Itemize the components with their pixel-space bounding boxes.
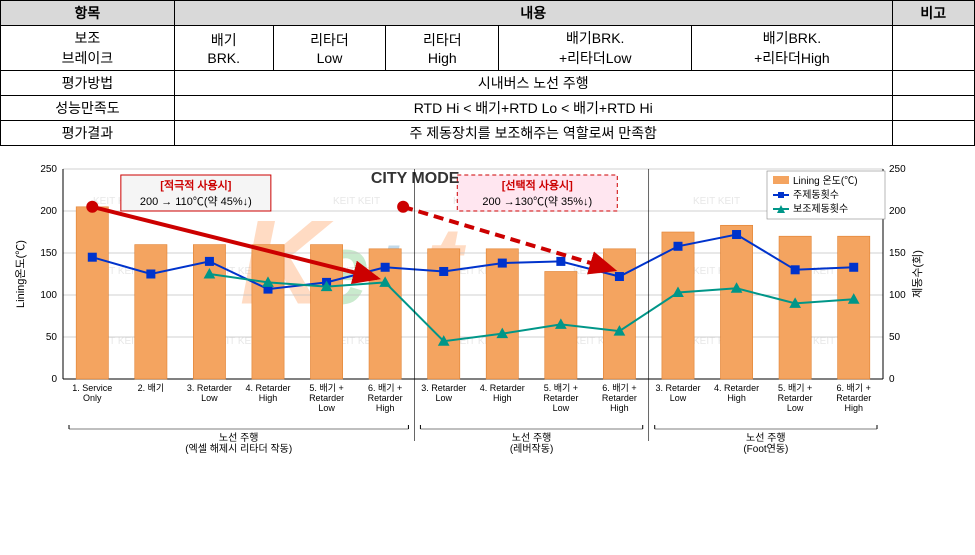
svg-text:6. 배기 +: 6. 배기 + [602, 383, 636, 393]
svg-text:0: 0 [51, 374, 57, 385]
svg-text:Lining온도(℃): Lining온도(℃) [14, 240, 27, 308]
svg-text:Low: Low [552, 403, 569, 413]
svg-text:High: High [844, 403, 863, 413]
svg-text:200 →130℃(약 35%↓): 200 →130℃(약 35%↓) [482, 194, 592, 208]
svg-text:100: 100 [889, 290, 906, 301]
svg-text:5. 배기 +: 5. 배기 + [777, 383, 811, 393]
svg-text:Retarder: Retarder [601, 393, 636, 403]
th-note: 비고 [892, 1, 974, 26]
svg-text:Retarder: Retarder [836, 393, 871, 403]
row-result-val: 주 제동장치를 보조해주는 역할로써 만족함 [174, 121, 892, 146]
svg-text:4. Retarder: 4. Retarder [714, 383, 759, 393]
svg-text:Retarder: Retarder [543, 393, 578, 403]
svg-text:0: 0 [889, 374, 895, 385]
svg-text:150: 150 [40, 248, 57, 259]
row-aux-c1: 배기 BRK. [174, 26, 273, 71]
svg-text:(Foot연동): (Foot연동) [743, 443, 788, 455]
svg-text:제동수(회): 제동수(회) [911, 250, 924, 298]
svg-text:[적극적 사용시]: [적극적 사용시] [160, 178, 231, 192]
svg-text:High: High [493, 393, 512, 403]
row-aux-label: 보조 브레이크 [1, 26, 175, 71]
row-aux-c3: 리타더 High [386, 26, 499, 71]
svg-text:Low: Low [786, 403, 803, 413]
row-result-label: 평가결과 [1, 121, 175, 146]
th-item: 항목 [1, 1, 175, 26]
row-satis-val: RTD Hi < 배기+RTD Lo < 배기+RTD Hi [174, 96, 892, 121]
svg-text:3. Retarder: 3. Retarder [186, 383, 231, 393]
svg-text:보조제동횟수: 보조제동횟수 [793, 203, 848, 215]
svg-text:(레버작동): (레버작동) [509, 443, 552, 455]
svg-text:Retarder: Retarder [309, 393, 344, 403]
spec-table: 항목 내용 비고 보조 브레이크 배기 BRK. 리타더 Low 리타더 Hig… [0, 0, 975, 146]
row-method-note [892, 71, 974, 96]
chart-svg: KeitKEIT KEITKEIT KEITKEIT KEITKEIT KEIT… [8, 154, 968, 484]
svg-text:200 → 110℃(약 45%↓): 200 → 110℃(약 45%↓) [139, 194, 251, 208]
chart: KeitKEIT KEITKEIT KEITKEIT KEITKEIT KEIT… [8, 154, 968, 474]
svg-text:Retarder: Retarder [367, 393, 402, 403]
svg-text:KEIT KEIT: KEIT KEIT [333, 196, 380, 207]
svg-text:4. Retarder: 4. Retarder [245, 383, 290, 393]
svg-text:5. 배기 +: 5. 배기 + [309, 383, 343, 393]
row-aux-c4: 배기BRK. +리타더Low [499, 26, 692, 71]
svg-text:150: 150 [889, 248, 906, 259]
svg-text:KEIT KEIT: KEIT KEIT [693, 196, 740, 207]
row-satis-label: 성능만족도 [1, 96, 175, 121]
svg-text:50: 50 [889, 332, 901, 343]
th-content: 내용 [174, 1, 892, 26]
svg-text:[선택적 사용시]: [선택적 사용시] [501, 178, 572, 192]
svg-text:250: 250 [889, 164, 906, 175]
svg-text:노선 주행: 노선 주행 [746, 432, 786, 444]
svg-text:Low: Low [435, 393, 452, 403]
svg-text:Only: Only [83, 393, 102, 403]
row-aux-c2: 리타더 Low [273, 26, 386, 71]
svg-text:2. 배기: 2. 배기 [137, 383, 164, 393]
svg-text:(엑셀 해제시 리타더 작동): (엑셀 해제시 리타더 작동) [185, 442, 292, 455]
svg-text:High: High [375, 403, 394, 413]
row-aux-c5: 배기BRK. +리타더High [692, 26, 892, 71]
svg-text:6. 배기 +: 6. 배기 + [367, 383, 401, 393]
svg-text:250: 250 [40, 164, 57, 175]
svg-text:200: 200 [40, 206, 57, 217]
svg-text:100: 100 [40, 290, 57, 301]
svg-text:5. 배기 +: 5. 배기 + [543, 383, 577, 393]
row-method-label: 평가방법 [1, 71, 175, 96]
svg-text:4. Retarder: 4. Retarder [479, 383, 524, 393]
svg-text:1. Service: 1. Service [72, 383, 112, 393]
svg-text:노선 주행: 노선 주행 [511, 432, 551, 444]
svg-text:주제동횟수: 주제동횟수 [793, 189, 839, 201]
svg-text:50: 50 [45, 332, 57, 343]
svg-text:Low: Low [318, 403, 335, 413]
svg-text:Low: Low [201, 393, 218, 403]
row-method-val: 시내버스 노선 주행 [174, 71, 892, 96]
svg-text:노선 주행: 노선 주행 [218, 432, 258, 444]
svg-text:Retarder: Retarder [777, 393, 812, 403]
svg-text:3. Retarder: 3. Retarder [655, 383, 700, 393]
svg-text:3. Retarder: 3. Retarder [421, 383, 466, 393]
svg-text:High: High [258, 393, 277, 403]
svg-text:CITY MODE: CITY MODE [370, 170, 459, 187]
row-aux-note [892, 26, 974, 71]
row-satis-note [892, 96, 974, 121]
svg-text:6. 배기 +: 6. 배기 + [836, 383, 870, 393]
svg-text:Low: Low [669, 393, 686, 403]
svg-text:Lining 온도(℃): Lining 온도(℃) [793, 175, 858, 187]
row-result-note [892, 121, 974, 146]
svg-text:200: 200 [889, 206, 906, 217]
svg-text:High: High [727, 393, 746, 403]
svg-text:High: High [610, 403, 629, 413]
